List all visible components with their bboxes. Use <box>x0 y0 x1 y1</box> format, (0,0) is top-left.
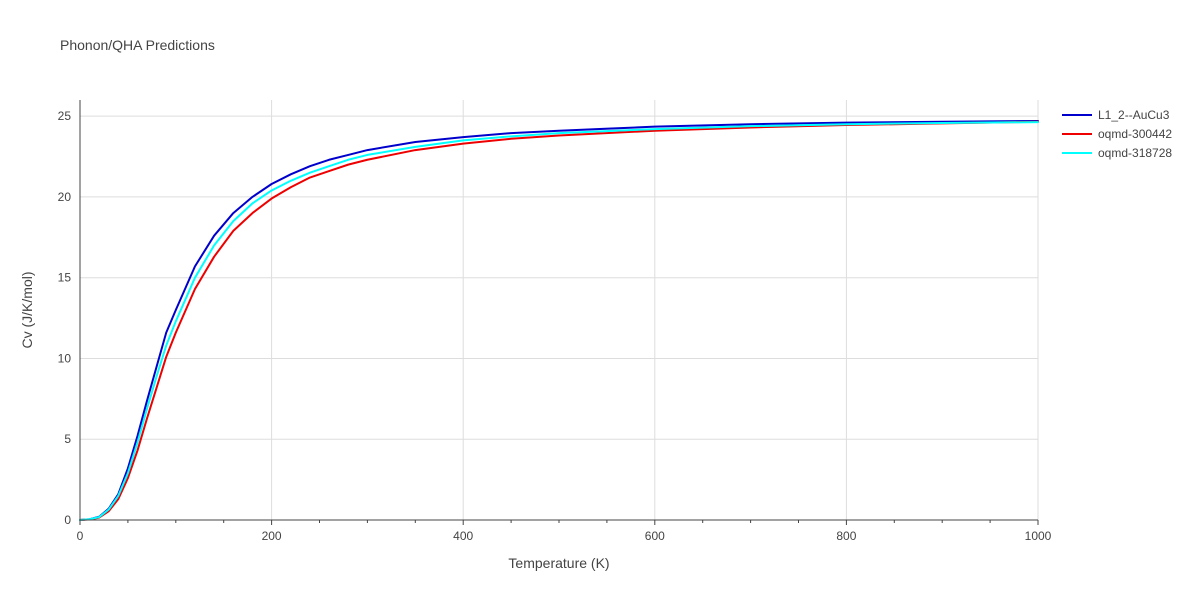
y-tick-label: 15 <box>58 271 72 285</box>
legend-label: oqmd-318728 <box>1098 146 1172 160</box>
y-axis-title: Cv (J/K/mol) <box>19 272 35 349</box>
x-tick-label: 0 <box>77 529 84 543</box>
chart-title: Phonon/QHA Predictions <box>60 37 215 53</box>
x-tick-label: 1000 <box>1025 529 1052 543</box>
series-layer <box>79 120 1039 521</box>
x-tick-label: 200 <box>262 529 282 543</box>
y-tick-label: 10 <box>58 351 72 365</box>
series-line-0 <box>79 120 1039 521</box>
y-tick-label: 0 <box>64 513 71 527</box>
axis-layer: 0 200 400 600 800 1000 0 5 10 15 20 25 <box>58 100 1052 543</box>
legend-label: oqmd-300442 <box>1098 127 1172 141</box>
legend-item[interactable]: L1_2--AuCu3 <box>1062 108 1170 122</box>
legend-item[interactable]: oqmd-318728 <box>1062 146 1172 160</box>
x-tick-label: 400 <box>453 529 473 543</box>
y-tick-label: 20 <box>58 190 72 204</box>
x-tick-label: 600 <box>645 529 665 543</box>
legend-label: L1_2--AuCu3 <box>1098 108 1170 122</box>
series-line-1 <box>79 120 1039 521</box>
legend-item[interactable]: oqmd-300442 <box>1062 127 1172 141</box>
series-line-2 <box>79 121 1039 521</box>
x-axis-title: Temperature (K) <box>508 555 609 571</box>
grid-layer <box>80 100 1039 520</box>
y-tick-label: 25 <box>58 109 72 123</box>
y-tick-label: 5 <box>64 432 71 446</box>
x-tick-label: 800 <box>836 529 856 543</box>
legend[interactable]: L1_2--AuCu3 oqmd-300442 oqmd-318728 <box>1062 108 1172 160</box>
